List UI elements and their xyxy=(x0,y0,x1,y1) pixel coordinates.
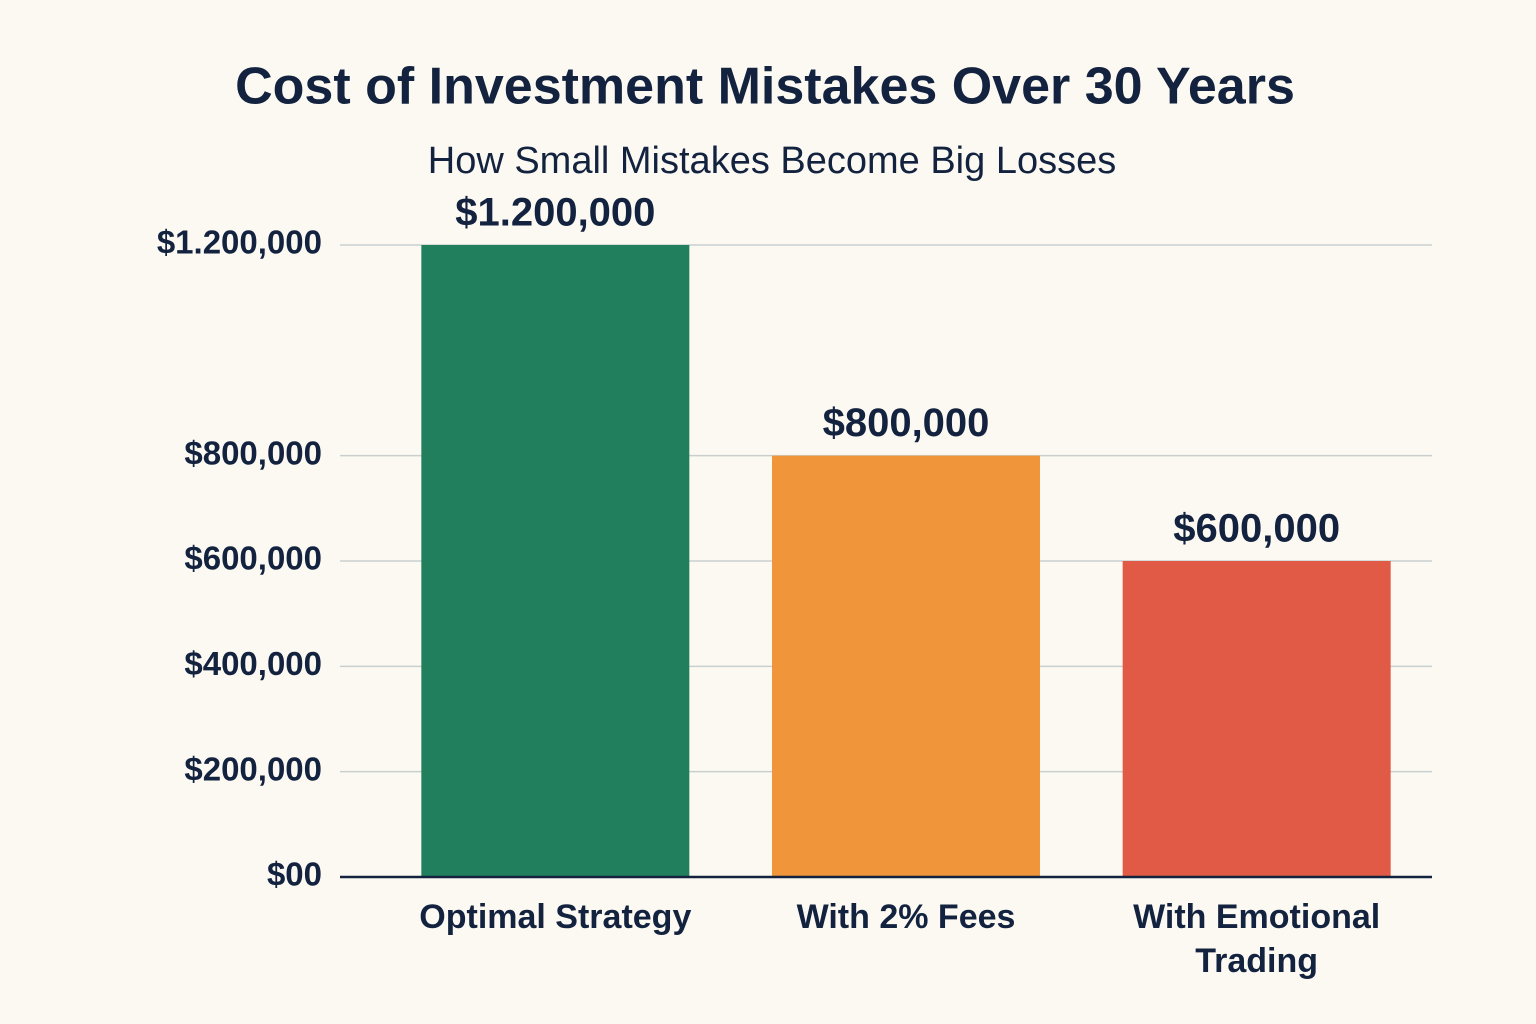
chart-title: Cost of Investment Mistakes Over 30 Year… xyxy=(235,58,1295,116)
bar xyxy=(1122,561,1391,877)
x-tick-label: Optimal Strategy xyxy=(419,898,692,936)
y-tick-label: $400,000 xyxy=(184,645,322,682)
y-tick-label: $600,000 xyxy=(184,540,322,577)
x-tick-label: With 2% Fees xyxy=(796,898,1016,936)
x-tick-label: With Emotional Trading xyxy=(1133,898,1381,980)
y-tick-label: $1.200,000 xyxy=(157,224,322,261)
y-tick-label: $00 xyxy=(267,856,322,893)
bar xyxy=(772,455,1040,877)
value-label: $800,000 xyxy=(823,401,990,445)
bar xyxy=(421,245,690,877)
y-tick-label: $800,000 xyxy=(184,434,322,471)
chart-subtitle: How Small Mistakes Become Big Losses xyxy=(428,140,1116,182)
y-tick-label: $200,000 xyxy=(184,750,322,787)
value-label: $600,000 xyxy=(1173,507,1340,551)
value-label: $1.200,000 xyxy=(455,191,655,235)
